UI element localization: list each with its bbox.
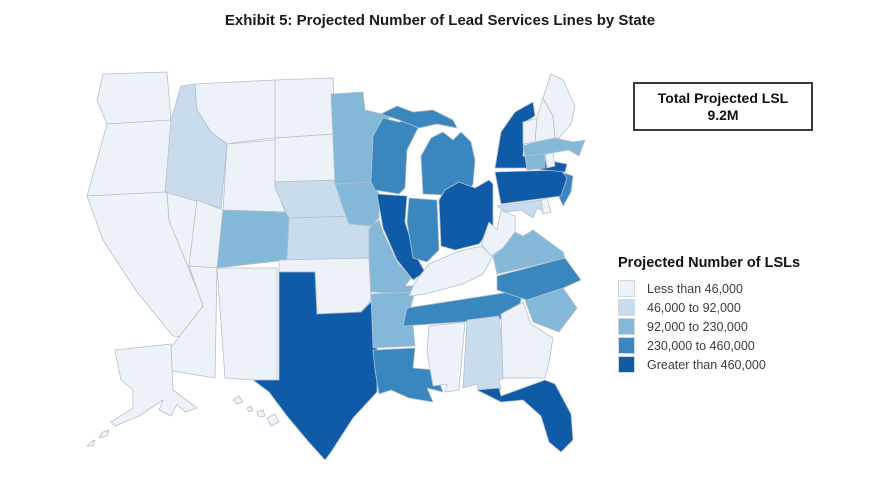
legend-swatch-4 — [618, 356, 635, 373]
state-DE: Delaware — Less than 46,000 — [540, 197, 552, 215]
legend-label-2: 92,000 to 230,000 — [647, 319, 748, 334]
legend-swatch-0 — [618, 280, 635, 297]
legend-label-4: Greater than 460,000 — [647, 357, 766, 372]
us-choropleth-map: Washington — Less than 46,000Oregon — Le… — [86, 71, 586, 461]
state-IN: Indiana — 230,000 to 460,000 — [406, 197, 440, 263]
legend-title: Projected Number of LSLs — [618, 255, 801, 271]
state-CO: Colorado — 92,000 to 230,000 — [216, 209, 290, 269]
state-AL: Alabama — 46,000 to 92,000 — [462, 315, 506, 393]
state-TX: Texas — Greater than 460,000 — [252, 271, 378, 461]
state-GA: Georgia — Less than 46,000 — [500, 301, 554, 379]
legend-item-0: Less than 46,000 — [618, 279, 848, 298]
state-SD: South Dakota — Less than 46,000 — [274, 133, 338, 183]
legend-label-0: Less than 46,000 — [647, 281, 743, 296]
state-AR: Arkansas — 92,000 to 230,000 — [370, 291, 416, 349]
legend-swatch-3 — [618, 337, 635, 354]
state-ME: Maine — Less than 46,000 — [542, 73, 576, 139]
state-ND: North Dakota — Less than 46,000 — [274, 77, 336, 139]
legend-item-2: 92,000 to 230,000 — [618, 317, 848, 336]
total-projected-label: Total Projected LSL — [657, 90, 789, 106]
total-projected-value: 9.2M — [707, 107, 739, 123]
legend-item-4: Greater than 460,000 — [618, 355, 848, 374]
state-WI: Wisconsin — 230,000 to 460,000 — [370, 117, 420, 195]
legend-swatch-2 — [618, 318, 635, 335]
state-LA: Louisiana — 230,000 to 460,000 — [372, 347, 444, 403]
state-OR: Oregon — Less than 46,000 — [86, 119, 172, 197]
state-AK: Alaska — Less than 46,000 — [86, 343, 198, 447]
state-MS: Mississippi — Less than 46,000 — [426, 321, 466, 393]
state-PA: Pennsylvania — Greater than 460,000 — [494, 169, 568, 205]
total-projected-box: Total Projected LSL 9.2M — [633, 82, 813, 131]
legend-item-1: 46,000 to 92,000 — [618, 298, 848, 317]
state-OH: Ohio — Greater than 460,000 — [438, 179, 494, 251]
state-WA: Washington — Less than 46,000 — [96, 71, 172, 125]
legend-items: Less than 46,000 46,000 to 92,000 92,000 t… — [618, 279, 848, 374]
state-FL: Florida — Greater than 460,000 — [476, 379, 574, 453]
legend-swatch-1 — [618, 299, 635, 316]
state-NM: New Mexico — Less than 46,000 — [216, 267, 278, 381]
state-WV: West Virginia — Less than 46,000 — [480, 209, 516, 257]
chart-title: Exhibit 5: Projected Number of Lead Serv… — [224, 12, 656, 29]
legend-label-1: 46,000 to 92,000 — [647, 300, 741, 315]
map-legend: Projected Number of LSLs Less than 46,00… — [618, 255, 848, 374]
legend-item-3: 230,000 to 460,000 — [618, 336, 848, 355]
state-RI: Rhode Island — Less than 46,000 — [544, 151, 556, 169]
state-CT: Connecticut — 92,000 to 230,000 — [524, 153, 546, 171]
state-HI: Hawaii — Less than 46,000 — [232, 395, 280, 427]
legend-label-3: 230,000 to 460,000 — [647, 338, 755, 353]
state-MO: Missouri — 92,000 to 230,000 — [368, 219, 416, 295]
